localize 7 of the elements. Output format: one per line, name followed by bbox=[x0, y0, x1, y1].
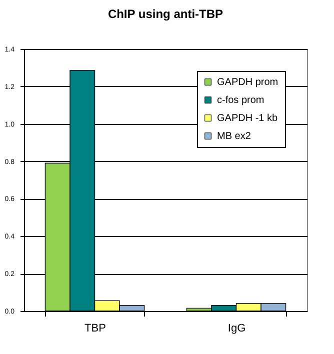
x-tick-label: IgG bbox=[228, 322, 246, 334]
legend-label: GAPDH -1 kb bbox=[217, 113, 278, 124]
legend-label: MB ex2 bbox=[217, 131, 252, 142]
legend-label: GAPDH prom bbox=[217, 77, 278, 88]
chart-title: ChIP using anti-TBP bbox=[108, 7, 224, 21]
x-tick-label: TBP bbox=[84, 322, 106, 334]
legend-label: c-fos prom bbox=[217, 95, 264, 106]
